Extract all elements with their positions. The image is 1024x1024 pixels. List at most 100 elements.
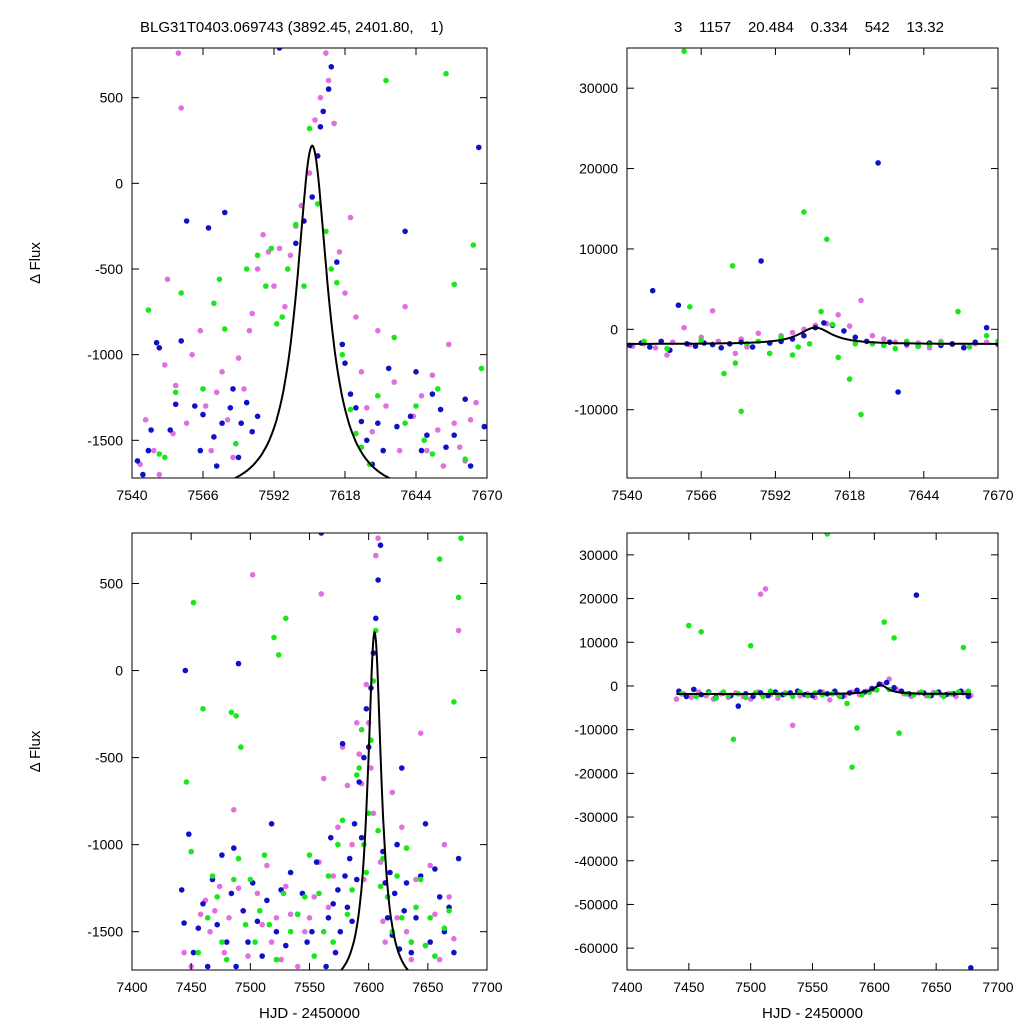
data-point — [278, 956, 284, 963]
plot-frame — [626, 47, 999, 479]
data-point — [391, 379, 398, 385]
data-point — [440, 463, 447, 469]
data-point — [399, 765, 405, 771]
data-point — [197, 911, 204, 918]
data-point — [148, 427, 154, 433]
data-point — [235, 885, 242, 891]
data-point — [691, 686, 697, 693]
series-blue — [676, 592, 974, 970]
data-point — [749, 344, 756, 350]
data-point — [417, 730, 424, 736]
data-point — [181, 920, 187, 926]
data-point — [436, 894, 443, 900]
data-point — [311, 894, 318, 900]
model-curve — [627, 326, 998, 345]
data-point — [325, 86, 332, 92]
data-point — [283, 942, 289, 949]
data-point — [301, 283, 307, 289]
data-point — [287, 911, 294, 918]
data-point — [204, 963, 211, 970]
data-point — [228, 890, 235, 897]
data-point — [760, 693, 766, 700]
data-point — [347, 391, 354, 397]
data-point — [692, 343, 699, 350]
series-green — [183, 535, 464, 963]
data-point — [266, 921, 273, 928]
data-point — [145, 307, 152, 313]
data-point — [227, 405, 234, 411]
data-point — [254, 918, 261, 925]
data-point — [323, 228, 329, 235]
y-tick-label: -50000 — [574, 896, 618, 912]
data-point — [358, 834, 365, 841]
data-point — [167, 427, 173, 433]
data-point — [675, 302, 682, 309]
data-point — [344, 911, 351, 918]
plot-frame — [131, 47, 488, 479]
data-point — [364, 437, 370, 444]
data-point — [282, 303, 288, 310]
data-point — [467, 417, 474, 423]
y-tick-label: -10000 — [574, 722, 618, 738]
data-point — [408, 939, 415, 945]
x-tick-label: 7550 — [294, 979, 325, 995]
data-point — [408, 956, 415, 963]
data-point — [358, 726, 365, 733]
data-point — [264, 897, 270, 904]
data-point — [429, 451, 436, 457]
data-point — [214, 921, 220, 928]
data-point — [462, 396, 469, 403]
data-point — [403, 845, 410, 851]
header-right-text: 3 1157 20.484 0.334 542 13.32 — [674, 19, 944, 36]
data-point — [852, 341, 859, 347]
data-point — [436, 956, 443, 963]
data-point — [330, 873, 337, 879]
data-point — [427, 862, 434, 869]
data-point — [205, 225, 212, 231]
series-green — [641, 48, 998, 418]
data-point — [233, 713, 239, 719]
y-tick-label: 0 — [610, 321, 618, 337]
data-point — [688, 694, 695, 701]
x-axis-label: HJD - 2450000 — [259, 1005, 360, 1022]
data-point — [363, 706, 370, 712]
data-point — [881, 619, 887, 625]
data-point — [306, 170, 313, 176]
data-point — [821, 320, 827, 326]
data-point — [801, 332, 807, 339]
x-tick-label: 7600 — [859, 979, 890, 995]
x-tick-label: 7592 — [258, 487, 289, 503]
data-point — [835, 312, 841, 318]
data-point — [446, 341, 452, 348]
data-point — [451, 949, 457, 956]
data-point — [247, 876, 254, 883]
data-point — [869, 332, 876, 339]
data-point — [940, 693, 947, 700]
data-point — [254, 252, 261, 259]
data-point — [204, 915, 211, 921]
data-point — [145, 447, 152, 454]
data-point — [363, 681, 370, 688]
data-point — [336, 249, 343, 255]
data-point — [647, 344, 653, 350]
data-point — [216, 883, 223, 890]
data-point — [271, 634, 277, 641]
data-point — [451, 281, 458, 288]
data-point — [230, 454, 236, 461]
data-point — [755, 330, 762, 337]
data-point — [346, 855, 353, 862]
data-point — [259, 921, 266, 928]
y-tick-label: 500 — [100, 90, 124, 106]
data-point — [213, 463, 220, 469]
x-tick-label: 7450 — [673, 979, 704, 995]
panel-top-right: 7540 7566 7592 7618 7644 7670 30000 20000 10000 0… — [574, 47, 1014, 503]
data-point — [960, 644, 967, 651]
data-point — [309, 928, 315, 935]
data-point — [197, 447, 204, 454]
data-point — [451, 935, 457, 942]
data-point — [968, 965, 974, 970]
y-axis-label: Δ Flux — [27, 730, 44, 772]
data-point — [394, 423, 400, 430]
data-point — [961, 345, 967, 351]
data-point — [235, 355, 242, 361]
